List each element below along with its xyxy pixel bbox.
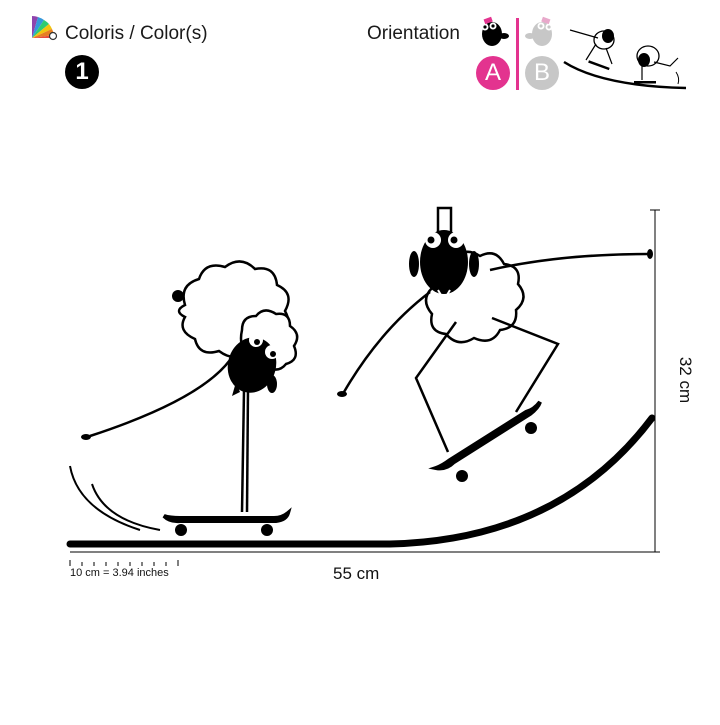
scale-ruler [69,560,179,566]
orientation-divider [516,18,519,90]
orientation-preview-thumbnail [562,14,688,92]
orientation-option-b[interactable]: B [525,56,559,90]
orientation-label: Orientation [367,23,460,44]
orientation-option-a-letter: A [484,59,501,86]
color-count: 1 [75,58,89,85]
width-label: 55 cm [333,564,380,583]
orientation-option-b-letter: B [533,59,550,86]
height-label: 32 cm [676,356,696,404]
color-count-badge: 1 [65,55,99,89]
height-dimension-line [650,209,660,553]
color-palette-icon [26,10,62,44]
left-sheep [69,260,299,536]
orientation-option-a[interactable]: A [476,56,510,90]
scale-label: 10 cm = 3.94 inches [70,567,169,579]
sheep-head-grey-icon [522,14,560,50]
colors-label: Coloris / Color(s) [65,23,208,44]
sheep-head-black-icon [474,14,512,50]
ramp-curve [66,414,656,548]
right-sheep [337,206,653,482]
